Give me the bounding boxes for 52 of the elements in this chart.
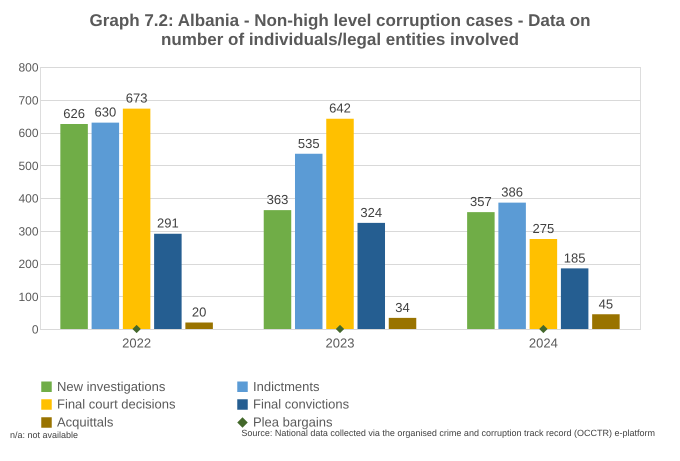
y-tick-label: 0 bbox=[32, 322, 39, 336]
bar bbox=[358, 222, 386, 329]
source-note: Source: National data collected via the organised crime and corruption track record (OCCTR) e-platform bbox=[241, 428, 655, 438]
y-tick-label: 100 bbox=[18, 290, 39, 304]
data-label: 20 bbox=[192, 304, 206, 320]
legend-label: New investigations bbox=[57, 378, 166, 394]
data-label: 363 bbox=[266, 192, 288, 208]
y-tick-label: 700 bbox=[18, 93, 39, 108]
x-tick-label: 2024 bbox=[528, 336, 558, 350]
bar bbox=[92, 122, 120, 329]
data-label: 291 bbox=[157, 216, 179, 231]
bar bbox=[185, 322, 213, 329]
bar bbox=[560, 268, 588, 329]
y-tick-label: 200 bbox=[18, 257, 39, 271]
x-tick-label: 2023 bbox=[326, 336, 354, 350]
bar bbox=[467, 212, 495, 329]
bar bbox=[326, 118, 354, 329]
data-label: 275 bbox=[532, 220, 554, 236]
legend-label: Indictments bbox=[253, 378, 320, 394]
bar bbox=[154, 234, 182, 329]
bar bbox=[122, 108, 150, 329]
data-label: 324 bbox=[360, 204, 382, 220]
bar bbox=[294, 154, 322, 329]
text: number of individuals/legal entities involved bbox=[160, 30, 520, 49]
y-tick-label: 300 bbox=[18, 224, 39, 238]
y-tick-label: 800 bbox=[18, 60, 39, 74]
bar bbox=[264, 210, 292, 329]
legend-label: Final convictions bbox=[253, 396, 350, 412]
data-label: 626 bbox=[63, 106, 85, 121]
data-label: 673 bbox=[126, 90, 148, 106]
data-label: 357 bbox=[470, 194, 492, 210]
text: n/a: not available bbox=[10, 430, 78, 440]
bar bbox=[498, 202, 526, 329]
legend-label: Plea bargains bbox=[253, 414, 333, 430]
legend-label: Acquittals bbox=[57, 414, 114, 430]
bar bbox=[530, 238, 558, 329]
y-tick-label: 500 bbox=[18, 158, 39, 173]
data-label: 45 bbox=[598, 296, 614, 312]
x-tick-label: 2022 bbox=[122, 336, 152, 350]
data-label: 386 bbox=[501, 184, 523, 200]
y-tick-label: 400 bbox=[18, 192, 39, 206]
bar bbox=[60, 124, 88, 329]
data-label: 185 bbox=[564, 250, 586, 266]
text: Graph 7.2: Albania - Non-high level corruption cases - Data on bbox=[90, 11, 590, 30]
y-tick-label: 600 bbox=[18, 126, 39, 140]
data-label: 34 bbox=[395, 300, 410, 315]
data-label: 642 bbox=[329, 100, 351, 116]
bar bbox=[388, 318, 416, 329]
data-label: 535 bbox=[298, 136, 320, 151]
bar bbox=[592, 314, 620, 329]
legend-label: Final court decisions bbox=[57, 396, 176, 412]
data-label: 630 bbox=[94, 104, 116, 120]
